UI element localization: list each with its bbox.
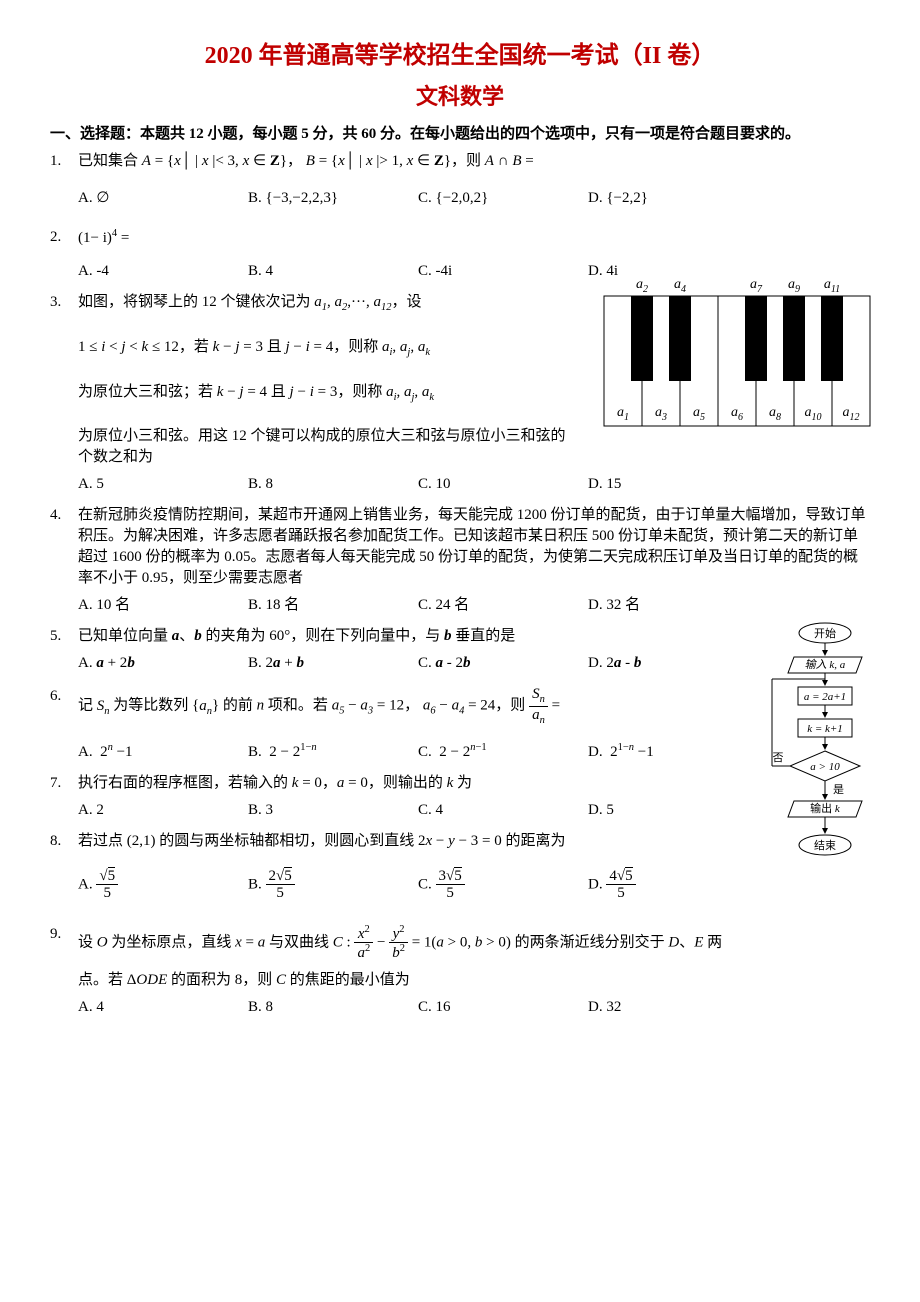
q3-num: 3. [50,292,61,313]
q8-optB: B. 2√55 [248,868,418,902]
q1: 1. 已知集合 A = {x│ | x |< 3, x ∈ Z}， B = {x… [50,151,870,209]
q1-optD: D. {−2,2} [588,188,758,209]
q6-optC: C. 2 − 2n−1 [418,741,588,763]
q5-optB: B. 2a + b [248,653,418,674]
q2-optA: A. -4 [78,261,248,282]
q9-line2-pre: 点。若 Δ [78,972,136,988]
q1-stem: 已知集合 A = {x│ | x |< 3, x ∈ Z}， B = {x│ |… [78,151,870,172]
q2-num: 2. [50,227,61,248]
q7-num: 7. [50,773,61,794]
q9-optB: B. 8 [248,997,418,1018]
q3-optC: C. 10 [418,474,588,495]
q8-optD: D. 4√55 [588,868,758,902]
q3: 3. 如图，将钢琴上的 12 个键依次记为 a1, a2,···, a12，设 … [50,292,870,495]
title-sub: 文科数学 [50,82,870,113]
q1-optC: C. {−2,0,2} [418,188,588,209]
q4: 4. 在新冠肺炎疫情防控期间，某超市开通网上销售业务，每天能完成 1200 份订… [50,505,870,616]
q3-stem: 如图，将钢琴上的 12 个键依次记为 a1, a2,···, a12，设 1 ≤… [78,292,870,468]
q5-optD: D. 2a - b [588,653,758,674]
q3-optA: A. 5 [78,474,248,495]
q6-optB: B. 2 − 21−n [248,741,418,763]
q8-optC: C. 3√55 [418,868,588,902]
q7-stem: 执行右面的程序框图，若输入的 k = 0，a = 0，则输出的 k 为 [78,773,870,794]
q7: 7. 执行右面的程序框图，若输入的 k = 0，a = 0，则输出的 k 为 A… [50,773,870,821]
q9-line2-mid: 的面积为 8，则 [167,972,276,988]
q5-options: A. a + 2b B. 2a + b C. a - 2b D. 2a - b [78,653,870,674]
q9-options: A. 4 B. 8 C. 16 D. 32 [78,997,870,1018]
q8-options: A. √55 B. 2√55 C. 3√55 D. 4√55 [78,868,870,902]
title-main: 2020 年普通高等学校招生全国统一考试（II 卷） [50,40,870,74]
q9-stem: 设 O 为坐标原点，直线 x = a 与双曲线 C : x2a2 − y2b2 … [78,924,870,991]
q1-optA: A. ∅ [78,188,248,209]
q8-stem: 若过点 (2,1) 的圆与两坐标轴都相切，则圆心到直线 2x − y − 3 =… [78,831,870,852]
q4-stem: 在新冠肺炎疫情防控期间，某超市开通网上销售业务，每天能完成 1200 份订单的配… [78,505,870,589]
q1-num: 1. [50,151,61,172]
q5-optA: A. a + 2b [78,653,248,674]
q4-num: 4. [50,505,61,526]
q4-optD: D. 32 名 [588,595,758,616]
q5-stem: 已知单位向量 a、b 的夹角为 60°，则在下列向量中，与 b 垂直的是 [78,626,870,647]
q1-options: A. ∅ B. {−3,−2,2,3} C. {−2,0,2} D. {−2,2… [78,188,870,209]
q8-optA: A. √55 [78,868,248,902]
q9-num: 9. [50,924,61,945]
q6-num: 6. [50,686,61,707]
q9-line2-post: 的焦距的最小值为 [286,972,410,988]
section-header: 一、选择题：本题共 12 小题，每小题 5 分，共 60 分。在每小题给出的四个… [50,124,870,145]
q2-stem: (1− i)4 = [78,227,870,249]
q6-stem: 记 Sn 为等比数列 {an} 的前 n 项和。若 a5 − a3 = 12， … [78,686,870,726]
q3-line3: 为原位小三和弦。用这 12 个键可以构成的原位大三和弦与原位小三和弦的个数之和为 [78,428,566,465]
q3-optB: B. 8 [248,474,418,495]
q8: 8. 若过点 (2,1) 的圆与两坐标轴都相切，则圆心到直线 2x − y − … [50,831,870,902]
q4-options: A. 10 名 B. 18 名 C. 24 名 D. 32 名 [78,595,870,616]
q5: 5. 已知单位向量 a、b 的夹角为 60°，则在下列向量中，与 b 垂直的是 … [50,626,870,674]
q6-options: A. 2n −1 B. 2 − 21−n C. 2 − 2n−1 D. 21−n… [78,741,870,763]
q4-optC: C. 24 名 [418,595,588,616]
q6: 6. 记 Sn 为等比数列 {an} 的前 n 项和。若 a5 − a3 = 1… [50,686,870,762]
q6-optD: D. 21−n −1 [588,741,758,763]
section-text: 一、选择题：本题共 12 小题，每小题 5 分，共 60 分。在每小题给出的四个… [50,126,800,142]
q8-num: 8. [50,831,61,852]
q7-optB: B. 3 [248,800,418,821]
q6-optA: A. 2n −1 [78,741,248,763]
q2-optB: B. 4 [248,261,418,282]
q9-optA: A. 4 [78,997,248,1018]
q5-num: 5. [50,626,61,647]
q4-optA: A. 10 名 [78,595,248,616]
q3-optD: D. 15 [588,474,758,495]
q4-optB: B. 18 名 [248,595,418,616]
q9-optD: D. 32 [588,997,758,1018]
q3-options: A. 5 B. 8 C. 10 D. 15 [78,474,870,495]
q2-optC: C. -4i [418,261,588,282]
q7-optD: D. 5 [588,800,758,821]
q5-optC: C. a - 2b [418,653,588,674]
q7-optC: C. 4 [418,800,588,821]
q9-optC: C. 16 [418,997,588,1018]
q9: 9. 设 O 为坐标原点，直线 x = a 与双曲线 C : x2a2 − y2… [50,924,870,1018]
q1-optB: B. {−3,−2,2,3} [248,188,418,209]
q7-optA: A. 2 [78,800,248,821]
q7-options: A. 2 B. 3 C. 4 D. 5 [78,800,870,821]
